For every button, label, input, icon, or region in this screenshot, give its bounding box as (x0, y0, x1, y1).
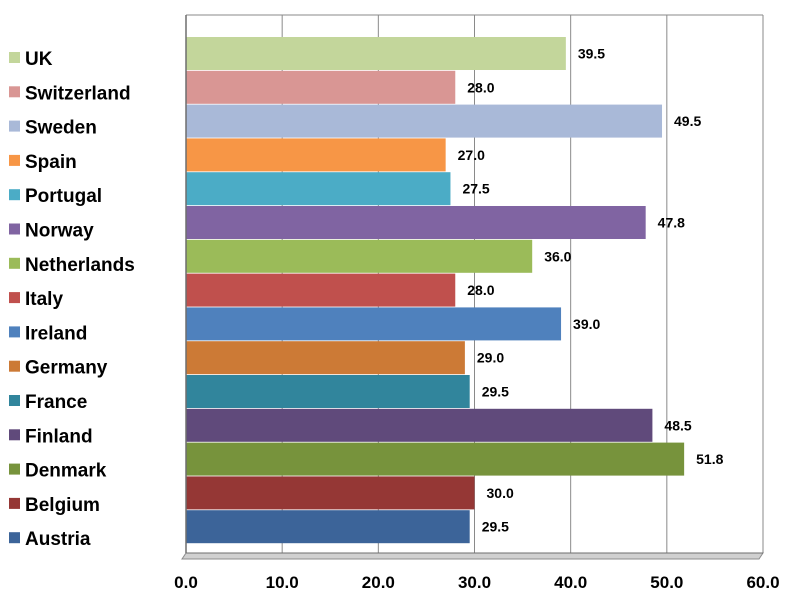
bar-finland (186, 408, 653, 442)
legend-label-austria: Austria (25, 529, 91, 550)
legend-swatch-germany (9, 360, 20, 372)
data-label-finland: 48.5 (664, 417, 691, 433)
legend-swatch-portugal (9, 189, 20, 201)
bar-belgium (186, 476, 475, 510)
data-label-uk: 39.5 (578, 46, 605, 62)
bar-switzerland (186, 70, 456, 104)
bar-norway (186, 206, 646, 239)
x-axis-ticks: 0.0 10.0 20.0 30.0 40.0 50.0 60.0 (174, 573, 779, 592)
legend-swatch-uk (9, 52, 20, 63)
legend-swatch-austria (9, 532, 20, 544)
x-tick-label: 20.0 (362, 573, 395, 592)
data-label-switzerland: 28.0 (467, 79, 494, 95)
legend-label-portugal: Portugal (25, 186, 102, 207)
legend-swatch-belgium (9, 497, 20, 509)
data-label-netherlands: 36.0 (544, 248, 571, 264)
data-label-portugal: 27.5 (462, 181, 489, 197)
bar-uk (186, 37, 566, 70)
legend-label-italy: Italy (25, 289, 63, 310)
x-tick-label: 30.0 (458, 573, 491, 592)
legend-swatch-netherlands (9, 257, 20, 269)
data-label-norway: 47.8 (658, 215, 685, 231)
legend-swatch-switzerland (9, 86, 20, 98)
bars (186, 37, 685, 544)
legend-label-norway: Norway (25, 221, 94, 242)
legend-label-france: France (25, 392, 87, 413)
legend-swatch-norway (9, 223, 20, 235)
x-tick-label: 50.0 (650, 573, 683, 592)
data-label-austria: 29.5 (482, 519, 509, 535)
legend-label-finland: Finland (25, 426, 93, 447)
bar-austria (186, 510, 470, 544)
data-label-france: 29.5 (482, 384, 509, 400)
legend-label-netherlands: Netherlands (25, 255, 135, 276)
x-tick-label: 0.0 (174, 573, 198, 592)
legend-label-belgium: Belgium (25, 495, 100, 516)
bar-germany (186, 341, 465, 375)
legend-swatch-finland (9, 429, 20, 441)
legend-label-germany: Germany (25, 358, 108, 379)
legend: UK Switzerland Sweden Spain Portugal Norway Ne… (9, 49, 135, 550)
x-tick-label: 40.0 (554, 573, 587, 592)
legend-swatch-italy (9, 292, 20, 304)
legend-label-denmark: Denmark (25, 461, 107, 482)
bar-portugal (186, 172, 451, 206)
bar-netherlands (186, 239, 533, 273)
data-label-germany: 29.0 (477, 350, 504, 366)
legend-label-switzerland: Switzerland (25, 83, 131, 104)
bar-sweden (186, 104, 663, 138)
bar-ireland (186, 307, 562, 341)
bar-denmark (186, 442, 685, 476)
plot-frame (185, 14, 764, 554)
legend-swatch-denmark (9, 463, 20, 475)
legend-label-uk: UK (25, 49, 53, 70)
bar-spain (186, 138, 446, 172)
bar-italy (186, 273, 456, 307)
data-label-italy: 28.0 (467, 282, 494, 298)
legend-label-ireland: Ireland (25, 323, 87, 344)
legend-label-spain: Spain (25, 152, 77, 173)
legend-swatch-spain (9, 154, 20, 166)
data-label-belgium: 30.0 (487, 485, 514, 501)
legend-label-sweden: Sweden (25, 118, 97, 139)
data-label-sweden: 49.5 (674, 113, 701, 129)
legend-swatch-france (9, 395, 20, 406)
bar-france (186, 375, 470, 408)
data-labels: 39.5 28.0 49.5 27.0 27.5 47.8 36.0 28.0 39.0 29.0… (458, 46, 724, 535)
data-label-ireland: 39.0 (573, 316, 600, 332)
data-label-spain: 27.0 (458, 147, 485, 163)
legend-swatch-sweden (9, 120, 20, 132)
data-label-denmark: 51.8 (696, 451, 723, 467)
legend-swatch-ireland (9, 326, 20, 338)
x-tick-label: 60.0 (746, 573, 779, 592)
x-tick-label: 10.0 (266, 573, 299, 592)
